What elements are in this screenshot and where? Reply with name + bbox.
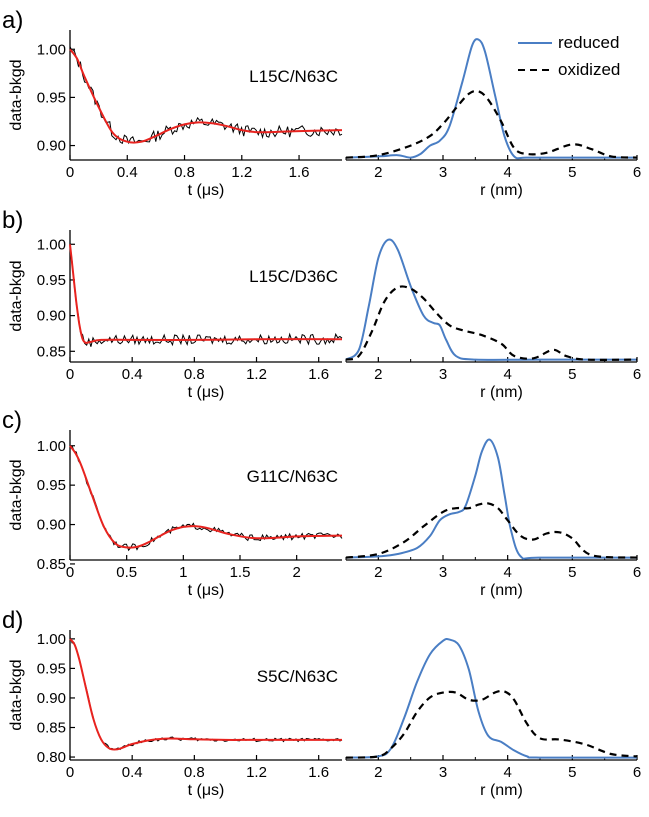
- oxidized-series-line: [345, 689, 638, 759]
- x-tick-label: 3: [439, 164, 447, 181]
- x-axis-label: r (nm): [480, 384, 523, 401]
- x-tick-label: 1.6: [289, 164, 310, 181]
- reduced-series-line: [345, 238, 637, 361]
- reduced-series-line: [345, 438, 638, 560]
- y-tick-label: 0.95: [37, 272, 66, 289]
- x-tick-label: 0: [66, 764, 74, 781]
- x-tick-label: 0: [66, 564, 74, 581]
- y-tick-label: 0.85: [37, 556, 66, 573]
- x-tick-label: 6: [633, 164, 641, 181]
- x-tick-label: 4: [503, 564, 511, 581]
- x-tick-label: 0.5: [116, 564, 137, 581]
- x-tick-label: 5: [568, 164, 576, 181]
- x-tick-label: 6: [633, 564, 641, 581]
- x-tick-label: 1.2: [246, 366, 267, 383]
- x-tick-label: 2: [374, 764, 382, 781]
- x-tick-label: 1: [179, 564, 187, 581]
- y-tick-label: 0.90: [37, 308, 66, 325]
- x-tick-label: 5: [568, 564, 576, 581]
- x-tick-label: 0.8: [184, 366, 205, 383]
- y-tick-label: 1.00: [37, 438, 66, 455]
- y-tick-label: 0.80: [37, 749, 66, 766]
- x-tick-label: 0.8: [174, 164, 195, 181]
- x-tick-label: 3: [439, 764, 447, 781]
- x-tick-label: 1.5: [230, 564, 251, 581]
- panel-letter: d): [2, 607, 23, 634]
- y-tick-label: 0.90: [37, 138, 66, 155]
- x-tick-label: 5: [568, 366, 576, 383]
- y-tick-label: 0.85: [37, 720, 66, 737]
- x-tick-label: 2: [374, 366, 382, 383]
- x-tick-label: 2: [292, 564, 300, 581]
- y-tick-label: 1.00: [37, 236, 66, 253]
- x-axis-label: t (μs): [188, 182, 225, 199]
- x-axis-label: t (μs): [188, 782, 225, 799]
- panel-letter: a): [2, 7, 23, 34]
- x-axis-label: t (μs): [188, 384, 225, 401]
- sample-label: S5C/N63C: [257, 667, 338, 686]
- x-tick-label: 0.4: [122, 764, 143, 781]
- y-axis-label: data-bkgd: [8, 659, 25, 730]
- oxidized-series-line: [345, 285, 638, 361]
- x-tick-label: 1.2: [231, 164, 252, 181]
- y-axis-label: data-bkgd: [8, 459, 25, 530]
- data-trace: [69, 244, 343, 347]
- y-tick-label: 1.00: [37, 631, 66, 648]
- y-tick-label: 0.95: [37, 660, 66, 677]
- sample-label: G11C/N63C: [247, 467, 338, 486]
- y-tick-label: 0.90: [37, 517, 66, 534]
- x-axis-label: t (μs): [188, 582, 225, 599]
- fit-line: [69, 445, 343, 549]
- x-tick-label: 5: [568, 764, 576, 781]
- x-tick-label: 0: [66, 366, 74, 383]
- x-axis-label: r (nm): [480, 782, 523, 799]
- x-tick-label: 4: [503, 164, 511, 181]
- y-tick-label: 1.00: [37, 41, 66, 58]
- x-tick-label: 0.4: [122, 366, 143, 383]
- fit-line: [69, 244, 343, 344]
- panel-letter: c): [2, 407, 22, 434]
- x-tick-label: 0: [66, 164, 74, 181]
- data-trace: [69, 46, 343, 145]
- y-tick-label: 0.85: [37, 343, 66, 360]
- x-axis-label: r (nm): [480, 182, 523, 199]
- y-tick-label: 0.95: [37, 477, 66, 494]
- fit-line: [69, 48, 343, 144]
- fit-line: [69, 638, 342, 751]
- x-tick-label: 1.6: [308, 366, 329, 383]
- x-tick-label: 0.4: [117, 164, 138, 181]
- y-tick-label: 0.90: [37, 690, 66, 707]
- sample-label: L15C/N63C: [249, 67, 338, 86]
- reduced-series-line: [345, 38, 637, 160]
- data-trace: [69, 445, 343, 552]
- x-tick-label: 3: [439, 366, 447, 383]
- x-axis-label: r (nm): [480, 582, 523, 599]
- y-axis-label: data-bkgd: [8, 59, 25, 130]
- x-tick-label: 6: [633, 366, 641, 383]
- oxidized-series-line: [345, 502, 638, 559]
- sample-label: L15C/D36C: [249, 267, 338, 286]
- x-tick-label: 1.6: [308, 764, 329, 781]
- x-tick-label: 6: [633, 764, 641, 781]
- x-tick-label: 4: [503, 764, 511, 781]
- legend-label-reduced: reduced: [558, 33, 619, 52]
- y-axis-label: data-bkgd: [8, 260, 25, 331]
- panel-letter: b): [2, 207, 23, 234]
- x-tick-label: 1.2: [246, 764, 267, 781]
- x-tick-label: 2: [374, 164, 382, 181]
- x-tick-label: 3: [439, 564, 447, 581]
- data-trace: [69, 637, 343, 751]
- x-tick-label: 0.8: [184, 764, 205, 781]
- reduced-series-line: [345, 637, 638, 759]
- x-tick-label: 4: [503, 366, 511, 383]
- oxidized-series-line: [345, 89, 638, 159]
- legend-label-oxidized: oxidized: [558, 60, 620, 79]
- y-tick-label: 0.95: [37, 89, 66, 106]
- x-tick-label: 2: [374, 564, 382, 581]
